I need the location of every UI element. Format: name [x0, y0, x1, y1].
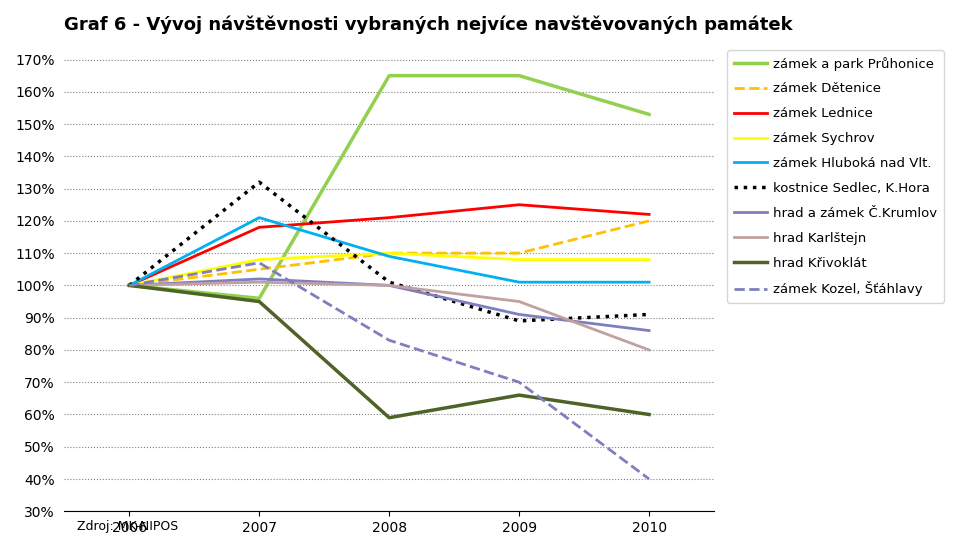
zámek Kozel, Šťáhlavy [383, 337, 395, 344]
hrad Křivoklát [253, 298, 265, 305]
hrad Karlštejn [253, 279, 265, 285]
hrad Křivoklát [383, 414, 395, 421]
Text: Zdroj: MK-NIPOS: Zdroj: MK-NIPOS [78, 520, 179, 533]
zámek Sychrov [643, 256, 655, 263]
Line: zámek Kozel, Šťáhlavy: zámek Kozel, Šťáhlavy [130, 263, 649, 479]
zámek Hluboká nad Vlt. [253, 214, 265, 221]
Line: zámek Dětenice: zámek Dětenice [130, 221, 649, 285]
zámek a park Průhonice [643, 111, 655, 118]
hrad Křivoklát [643, 411, 655, 418]
zámek Kozel, Šťáhlavy [643, 476, 655, 482]
hrad Karlštejn [514, 298, 525, 305]
Line: hrad a zámek Č.Krumlov: hrad a zámek Č.Krumlov [130, 279, 649, 331]
zámek Dětenice [514, 250, 525, 256]
hrad a zámek Č.Krumlov [383, 282, 395, 289]
Legend: zámek a park Průhonice, zámek Dětenice, zámek Lednice, zámek Sychrov, zámek Hlub: zámek a park Průhonice, zámek Dětenice, … [727, 50, 944, 303]
zámek a park Průhonice [514, 73, 525, 79]
zámek Lednice [253, 224, 265, 230]
zámek Kozel, Šťáhlavy [124, 282, 135, 289]
Line: kostnice Sedlec, K.Hora: kostnice Sedlec, K.Hora [130, 182, 649, 321]
kostnice Sedlec, K.Hora [514, 317, 525, 324]
zámek Hluboká nad Vlt. [514, 279, 525, 285]
zámek Dětenice [124, 282, 135, 289]
zámek Dětenice [253, 266, 265, 273]
zámek Hluboká nad Vlt. [643, 279, 655, 285]
hrad a zámek Č.Krumlov [643, 327, 655, 334]
Line: zámek a park Průhonice: zámek a park Průhonice [130, 76, 649, 298]
Line: zámek Lednice: zámek Lednice [130, 205, 649, 285]
Line: zámek Hluboká nad Vlt.: zámek Hluboká nad Vlt. [130, 218, 649, 285]
zámek Lednice [514, 201, 525, 208]
hrad Křivoklát [124, 282, 135, 289]
zámek a park Průhonice [124, 282, 135, 289]
zámek Sychrov [124, 282, 135, 289]
zámek Lednice [383, 214, 395, 221]
zámek a park Průhonice [253, 295, 265, 301]
hrad a zámek Č.Krumlov [124, 282, 135, 289]
zámek Hluboká nad Vlt. [383, 253, 395, 260]
hrad a zámek Č.Krumlov [253, 276, 265, 282]
kostnice Sedlec, K.Hora [643, 311, 655, 318]
zámek Dětenice [643, 218, 655, 224]
zámek Dětenice [383, 250, 395, 256]
Line: zámek Sychrov: zámek Sychrov [130, 253, 649, 285]
zámek Kozel, Šťáhlavy [253, 260, 265, 266]
kostnice Sedlec, K.Hora [124, 282, 135, 289]
zámek Kozel, Šťáhlavy [514, 379, 525, 386]
Line: hrad Karlštejn: hrad Karlštejn [130, 282, 649, 350]
hrad Křivoklát [514, 392, 525, 398]
hrad Karlštejn [643, 346, 655, 353]
Line: hrad Křivoklát: hrad Křivoklát [130, 285, 649, 417]
zámek Sychrov [514, 256, 525, 263]
zámek a park Průhonice [383, 73, 395, 79]
kostnice Sedlec, K.Hora [253, 179, 265, 185]
zámek Hluboká nad Vlt. [124, 282, 135, 289]
hrad a zámek Č.Krumlov [514, 311, 525, 318]
hrad Karlštejn [383, 282, 395, 289]
zámek Sychrov [383, 250, 395, 256]
Text: Graf 6 - Vývoj návštěvnosti vybraných nejvíce navštěvovaných památek: Graf 6 - Vývoj návštěvnosti vybraných ne… [64, 15, 793, 34]
hrad Karlštejn [124, 282, 135, 289]
zámek Lednice [124, 282, 135, 289]
zámek Sychrov [253, 256, 265, 263]
kostnice Sedlec, K.Hora [383, 279, 395, 285]
zámek Lednice [643, 211, 655, 218]
